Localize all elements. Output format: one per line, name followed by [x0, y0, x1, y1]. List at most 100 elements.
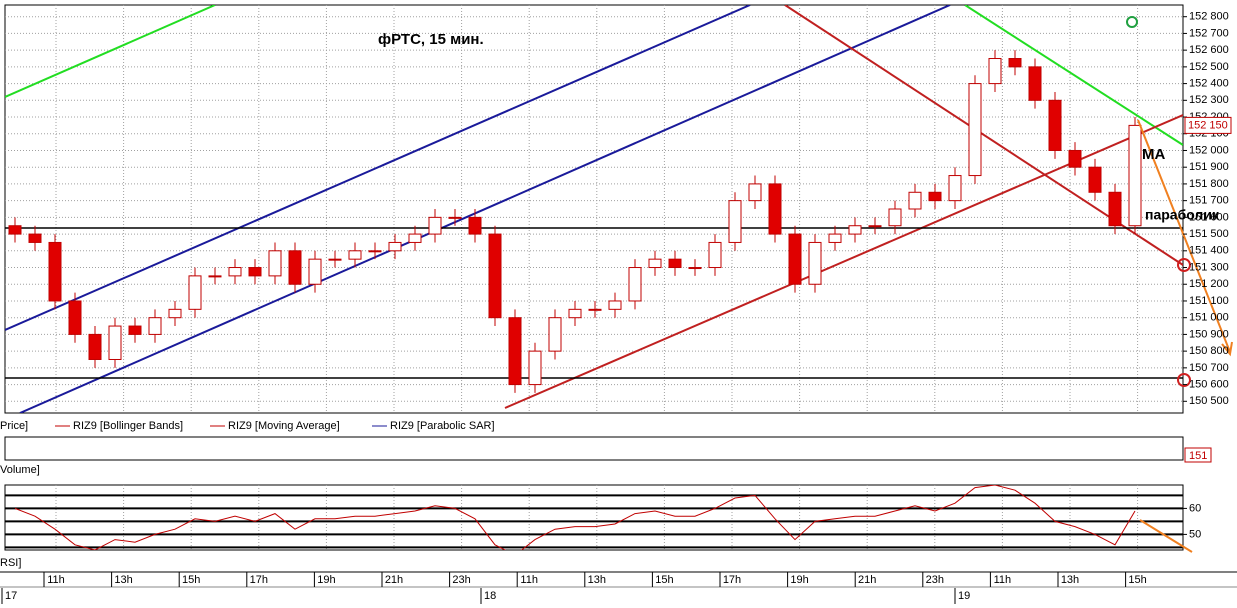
candle-body: [308, 258, 322, 285]
y-tick-label: 152 800: [1189, 11, 1229, 23]
candle-body: [448, 216, 462, 219]
grid: [5, 5, 1183, 550]
y-tick-label: 151 700: [1189, 195, 1229, 207]
volume-box: [1184, 447, 1212, 463]
y-tick-label: 50: [1189, 528, 1201, 540]
candle-body: [588, 308, 602, 311]
last-price-label: 152 150: [1188, 119, 1228, 131]
y-tick-label: 151 600: [1189, 211, 1229, 223]
candle-body: [268, 250, 282, 277]
candle-body: [748, 183, 762, 202]
trend-blue: [19, 5, 951, 413]
trend-blue: [5, 5, 751, 331]
candle-body: [828, 233, 842, 243]
x-tick-label: 13h: [114, 574, 132, 586]
main-panel: [4, 4, 1184, 414]
chart-title: фРТС, 15 мин.: [378, 31, 484, 48]
candle-body: [768, 183, 782, 235]
arrow-head: [1221, 341, 1233, 357]
candle-body: [568, 308, 582, 319]
rsi-plot: [5, 485, 1183, 550]
y-tick-label: 151 800: [1189, 178, 1229, 190]
y-tick-label: 151 500: [1189, 228, 1229, 240]
candle-body: [188, 275, 202, 310]
x-tick-label: 15h: [655, 574, 673, 586]
candle-body: [488, 233, 502, 319]
candle-body: [388, 241, 402, 252]
annotation: MA: [1142, 146, 1165, 163]
candle-body: [468, 216, 482, 235]
date-label: 18: [484, 590, 496, 602]
candles: [8, 50, 1142, 393]
y-tick-label: 150 900: [1189, 328, 1229, 340]
x-tick-label: 11h: [520, 574, 538, 586]
y-tick-label: 152 400: [1189, 77, 1229, 89]
forecast-arrow: [1139, 519, 1193, 553]
candle-body: [348, 250, 362, 260]
candle-body: [868, 225, 882, 228]
candle-body: [988, 58, 1002, 85]
candle-body: [648, 258, 662, 269]
candle-body: [548, 317, 562, 352]
x-tick-label: 15h: [182, 574, 200, 586]
candle-body: [108, 325, 122, 360]
candle-body: [208, 275, 222, 278]
date-label: 17: [5, 590, 17, 602]
candle-body: [88, 333, 102, 360]
y-tick-label: 151 000: [1189, 312, 1229, 324]
annotation: параболик: [1145, 207, 1220, 223]
y-tick-label: 151 200: [1189, 278, 1229, 290]
candle-body: [668, 258, 682, 269]
x-tick-label: 13h: [1061, 574, 1079, 586]
candle-body: [1048, 99, 1062, 151]
y-tick-label: 150 600: [1189, 378, 1229, 390]
candle-body: [168, 308, 182, 319]
legend-entry: RIZ9 [Moving Average]: [228, 420, 340, 432]
last-price-box: [1184, 116, 1232, 134]
x-tick-label: 17h: [723, 574, 741, 586]
candle-body: [128, 325, 142, 335]
candle-body: [528, 350, 542, 386]
candle-body: [228, 267, 242, 277]
forecast-arrow: [1137, 119, 1231, 353]
y-tick-label: 152 700: [1189, 27, 1229, 39]
candle-body: [708, 241, 722, 269]
date-label: 19: [958, 590, 970, 602]
candle-body: [248, 267, 262, 277]
candle-body: [908, 191, 922, 210]
x-tick-label: 11h: [47, 574, 65, 586]
candle-body: [8, 225, 22, 235]
candle-body: [968, 83, 982, 177]
candle-body: [608, 300, 622, 310]
candle-body: [848, 225, 862, 235]
candle-body: [368, 250, 382, 253]
marker-circle: [1177, 373, 1191, 387]
candle-body: [48, 241, 62, 302]
candle-body: [1128, 124, 1142, 227]
candle-body: [1008, 58, 1022, 68]
candle-body: [428, 216, 442, 235]
candle-body: [628, 267, 642, 302]
legend-entry: RIZ9 [Parabolic SAR]: [390, 420, 495, 432]
y-tick-label: 150 800: [1189, 345, 1229, 357]
volume-title: Volume]: [0, 464, 40, 476]
y-tick-label: 151 300: [1189, 261, 1229, 273]
x-tick-label: 23h: [452, 574, 470, 586]
marker-circle: [1177, 258, 1191, 272]
candle-body: [68, 300, 82, 335]
candle-body: [1108, 191, 1122, 227]
candle-body: [408, 233, 422, 243]
y-tick-label: 151 900: [1189, 161, 1229, 173]
rsi-line: [14, 485, 1136, 550]
candle-body: [728, 200, 742, 243]
candle-body: [148, 317, 162, 335]
y-tick-label: 151 100: [1189, 295, 1229, 307]
x-tick-label: 11h: [994, 574, 1012, 586]
candle-body: [508, 317, 522, 386]
x-tick-label: 13h: [588, 574, 606, 586]
y-tick-label: 151 400: [1189, 245, 1229, 257]
y-tick-label: 60: [1189, 502, 1201, 514]
x-tick-label: 19h: [790, 574, 808, 586]
marker-circle: [1126, 16, 1138, 28]
